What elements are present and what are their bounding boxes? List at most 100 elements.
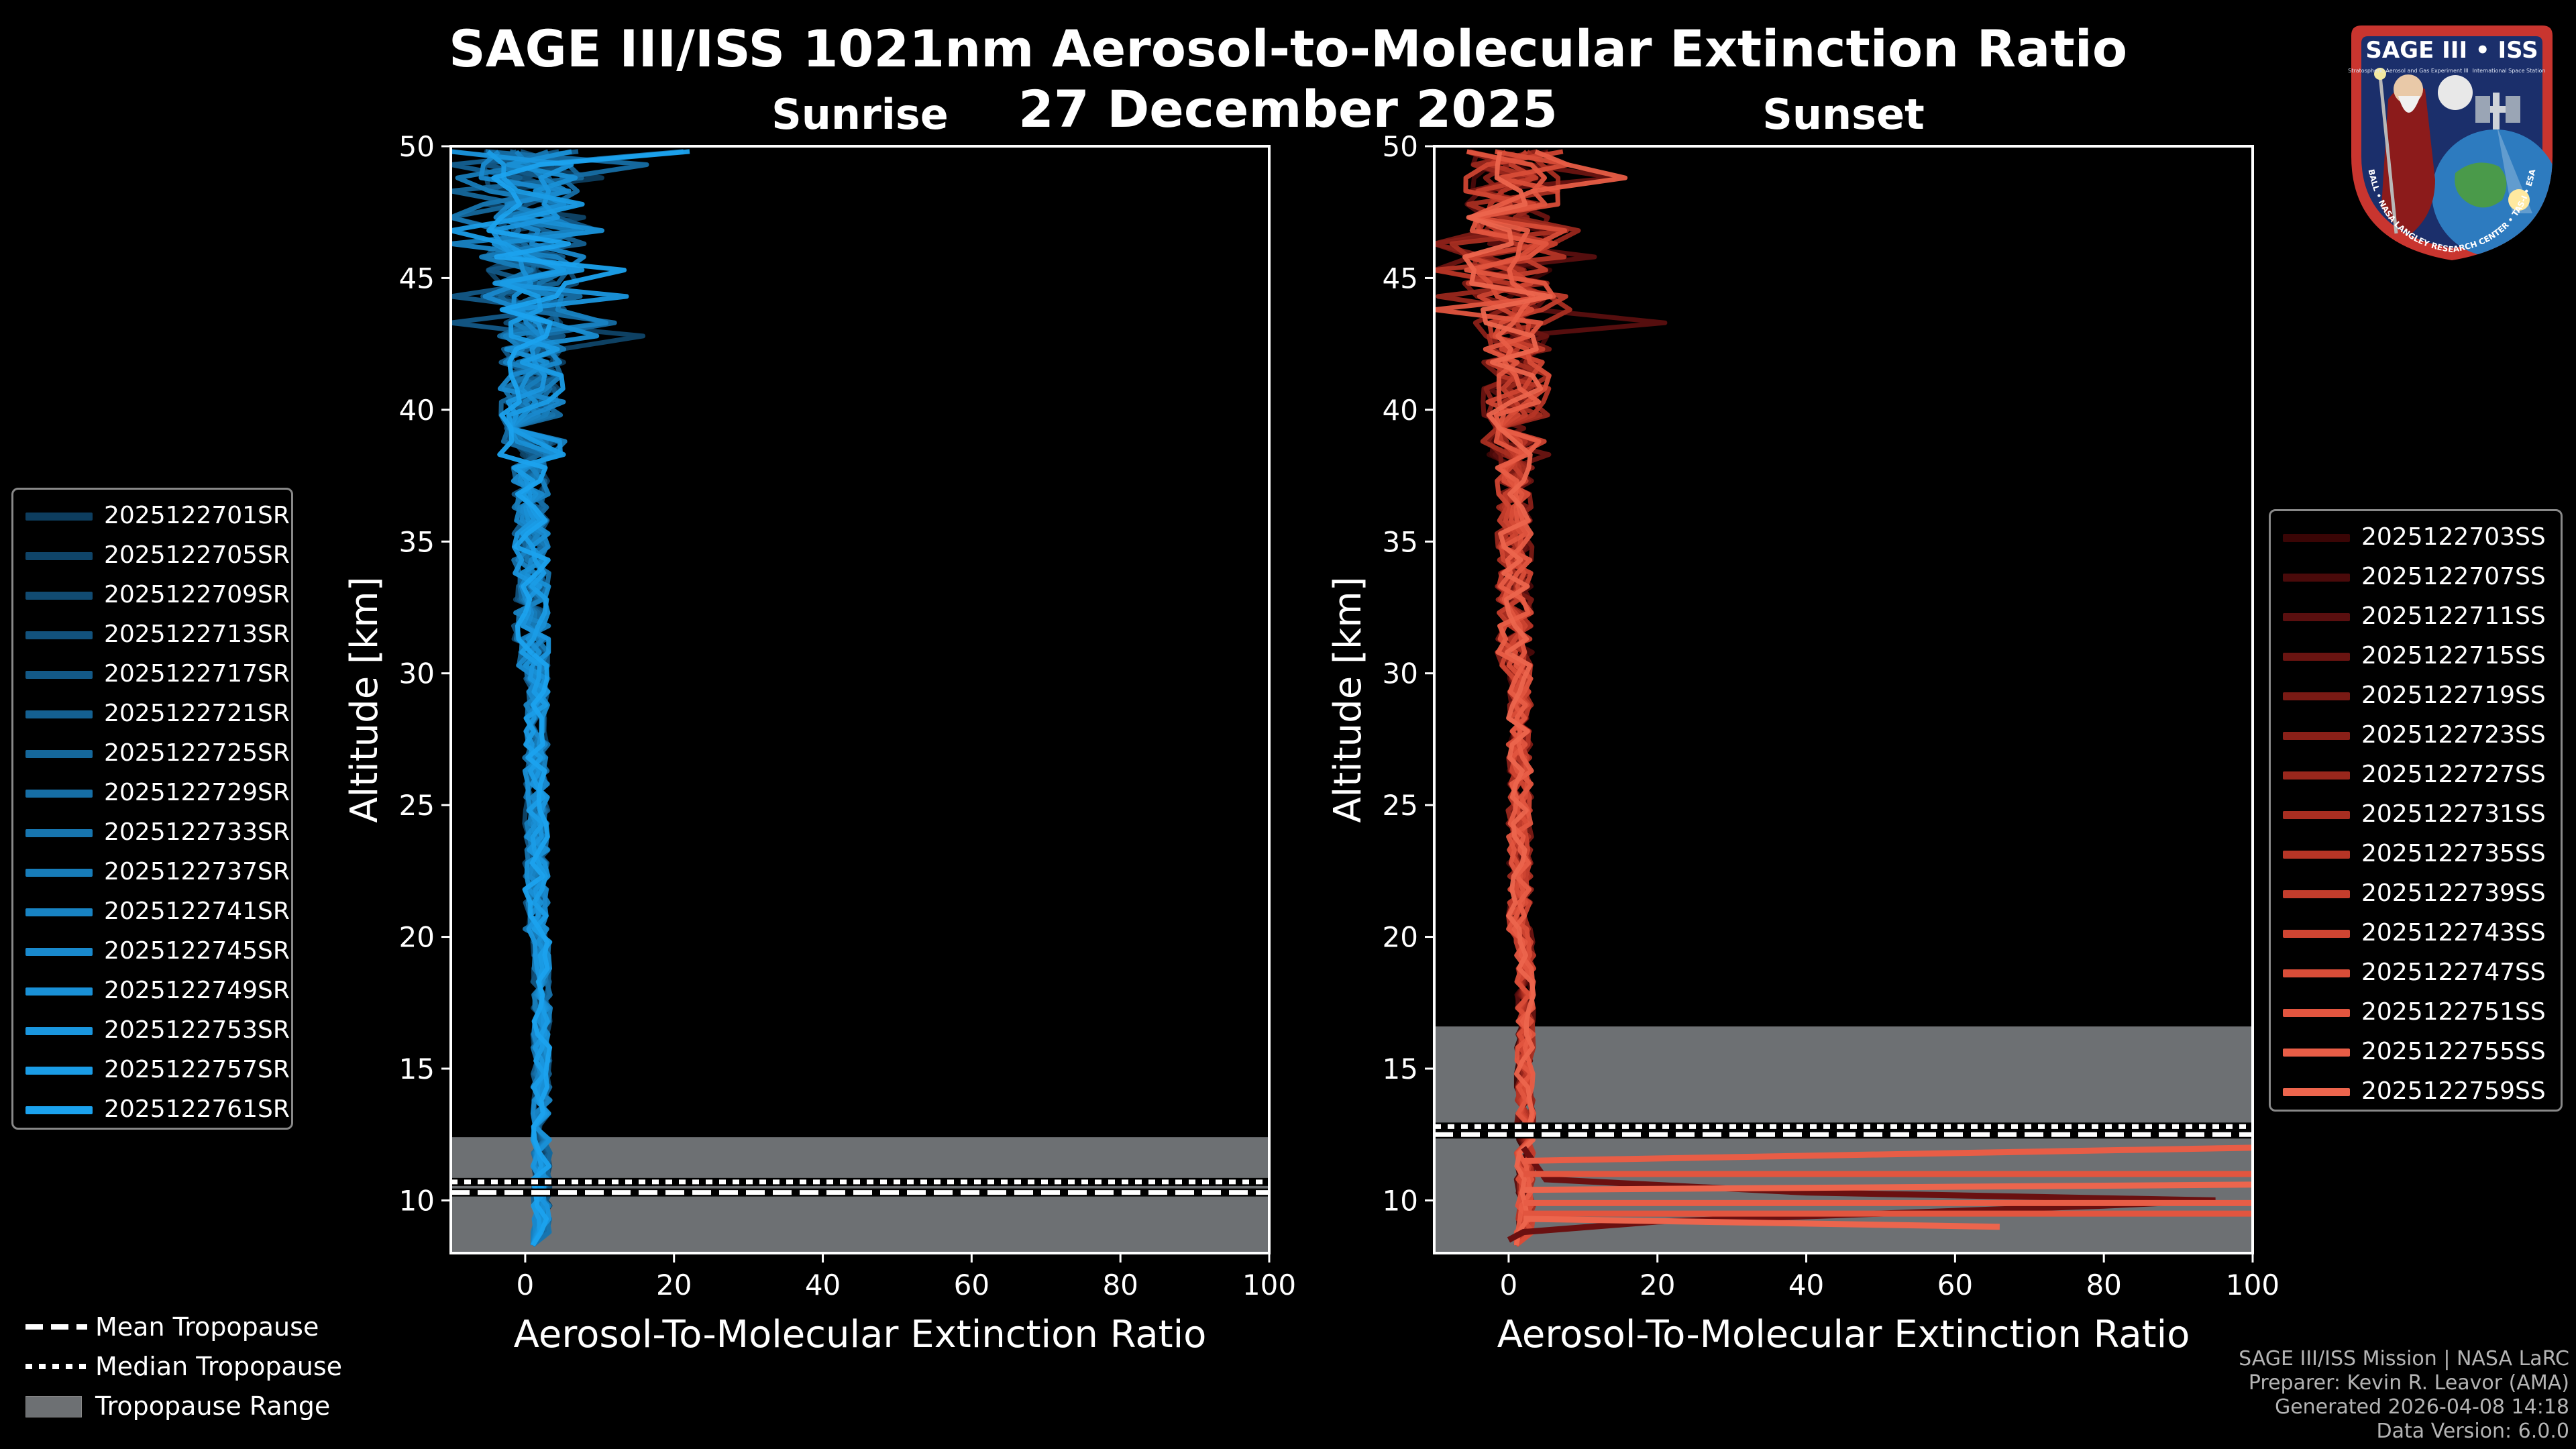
sunset-y-axis-label: Altitude [km] [1326,576,1370,822]
sunset-legend-label: 2025122739SS [2361,879,2546,907]
sunrise-xtick-label: 20 [656,1269,692,1301]
sunset-legend-item: 2025122739SS [2271,874,2561,914]
sunrise-legend-item: 2025122761SR [13,1090,291,1130]
sunset-legend-swatch [2283,613,2350,621]
sunset-ytick-label: 35 [1383,525,1418,558]
sunset-spike-profile-3 [1523,1181,2253,1193]
tropopause-legend-median-label: Median Tropopause [95,1352,342,1381]
sunset-ytick-label: 10 [1383,1184,1418,1217]
sunrise-legend-swatch [25,552,93,560]
sunrise-legend-swatch [25,908,93,916]
tropopause-legend-mean: Mean Tropopause [20,1308,396,1347]
moon-icon [2438,75,2473,110]
sunrise-legend-item: 2025122741SR [13,892,291,932]
sunset-legend-swatch [2283,969,2350,977]
sunset-legend-swatch [2283,534,2350,542]
sunset-legend-label: 2025122715SS [2361,642,2546,669]
sunrise-legend-label: 2025122705SR [104,541,290,569]
sunset-legend-label: 2025122711SS [2361,602,2546,630]
sunset-legend-item: 2025122711SS [2271,597,2561,637]
sunset-ytick-label: 15 [1383,1053,1418,1085]
sunrise-legend-item: 2025122725SR [13,734,291,773]
sunrise-legend-swatch [25,513,93,521]
sunset-legend-swatch [2283,1009,2350,1017]
sunrise-ytick-label: 35 [399,525,435,558]
median-dot-swatch [25,1364,87,1369]
sunrise-axes-frame [449,145,1271,1254]
sunset-legend-swatch [2283,811,2350,819]
sunrise-ytick-label: 10 [399,1184,435,1217]
sunrise-legend-item: 2025122721SR [13,694,291,734]
sunrise-legend-item: 2025122733SR [13,813,291,853]
sunrise-legend-swatch [25,592,93,600]
sunset-legend-item: 2025122703SS [2271,518,2561,557]
sunrise-xtick-label: 40 [805,1269,841,1301]
sunset-legend-item: 2025122731SS [2271,795,2561,835]
sunrise-legend-label: 2025122725SR [104,739,290,767]
sunset-xtick-label: 40 [1788,1269,1824,1301]
sunrise-legend-label: 2025122737SR [104,858,290,885]
sunset-legend-label: 2025122723SS [2361,721,2546,749]
sunrise-profile-2025122761SR [486,149,690,1247]
sunrise-profiles [451,149,690,1247]
sunset-legend-swatch [2283,692,2350,700]
sunset-legend-label: 2025122731SS [2361,800,2546,828]
sunrise-ytick-label: 40 [399,394,435,427]
sunrise-legend-swatch [25,671,93,679]
sunset-legend-swatch [2283,653,2350,661]
sunset-ytick-label: 45 [1383,262,1418,294]
sunset-legend-swatch [2283,890,2350,898]
sunset-xtick-label: 80 [2086,1269,2121,1301]
mean-dash-swatch [25,1324,87,1330]
footer-version: Data Version: 6.0.0 [2376,1419,2569,1443]
sunset-xtick-label: 0 [1500,1269,1518,1301]
sunrise-legend-label: 2025122745SR [104,937,290,965]
sunset-ytick-label: 20 [1383,921,1418,954]
sunset-subplot-title: Sunset [1762,90,1925,139]
sunrise-legend-swatch [25,1106,93,1114]
tropopause-legend: Mean Tropopause Median Tropopause Tropop… [20,1308,396,1429]
sunset-spike-profile-1 [1523,1144,2253,1164]
sunrise-ytick-label: 15 [399,1053,435,1085]
sunrise-legend-item: 2025122749SR [13,971,291,1011]
sunrise-legend-item: 2025122757SR [13,1051,291,1090]
sunset-plot-area: 0 20 40 60 80 100 10 15 20 25 30 35 40 45 50 Aerosol-To… [1326,130,2279,1356]
sunrise-legend-label: 2025122733SR [104,818,290,846]
tropopause-legend-range-label: Tropopause Range [95,1391,331,1421]
sunset-legend-item: 2025122747SS [2271,953,2561,993]
sunrise-y-axis-label: Altitude [km] [343,576,386,822]
footer-generated: Generated 2026-04-08 14:18 [2274,1395,2569,1419]
sunset-legend-label: 2025122747SS [2361,959,2546,986]
tropopause-legend-median: Median Tropopause [20,1348,396,1387]
sunrise-legend-label: 2025122709SR [104,581,290,608]
sunrise-legend-label: 2025122717SR [104,660,290,688]
sunrise-legend-label: 2025122729SR [104,779,290,806]
sunset-legend-item: 2025122723SS [2271,716,2561,755]
sunrise-legend-swatch [25,829,93,837]
sunrise-xtick-label: 0 [517,1269,535,1301]
sunrise-xtick-label: 80 [1102,1269,1138,1301]
sunrise-legend-label: 2025122713SR [104,621,290,648]
sunrise-legend-swatch [25,1067,93,1075]
sunset-profiles [1434,149,2253,1247]
sunset-legend-label: 2025122755SS [2361,1038,2546,1065]
sunset-legend-item: 2025122727SS [2271,755,2561,795]
sunset-legend-label: 2025122751SS [2361,998,2546,1026]
sunset-legend-swatch [2283,930,2350,938]
sunrise-ytick-label: 25 [399,789,435,822]
sunrise-legend-item: 2025122701SR [13,496,291,536]
sunrise-legend-swatch [25,869,93,877]
sunrise-legend-swatch [25,1027,93,1035]
sunrise-legend-swatch [25,710,93,718]
sunrise-legend: 2025122701SR 2025122705SR 2025122709SR 2025… [11,488,293,1130]
sunrise-legend-item: 2025122705SR [13,536,291,576]
sunset-ytick-label: 30 [1383,657,1418,690]
figure-date: 27 December 2025 [1018,79,1558,139]
sunset-legend-label: 2025122703SS [2361,523,2546,551]
sunset-legend-swatch [2283,732,2350,740]
sunrise-xtick-label: 100 [1242,1269,1296,1301]
sunset-legend-item: 2025122707SS [2271,557,2561,597]
sunset-legend-item: 2025122755SS [2271,1032,2561,1072]
sunset-ytick-label: 50 [1383,130,1418,163]
sunrise-ytick-label: 30 [399,657,435,690]
